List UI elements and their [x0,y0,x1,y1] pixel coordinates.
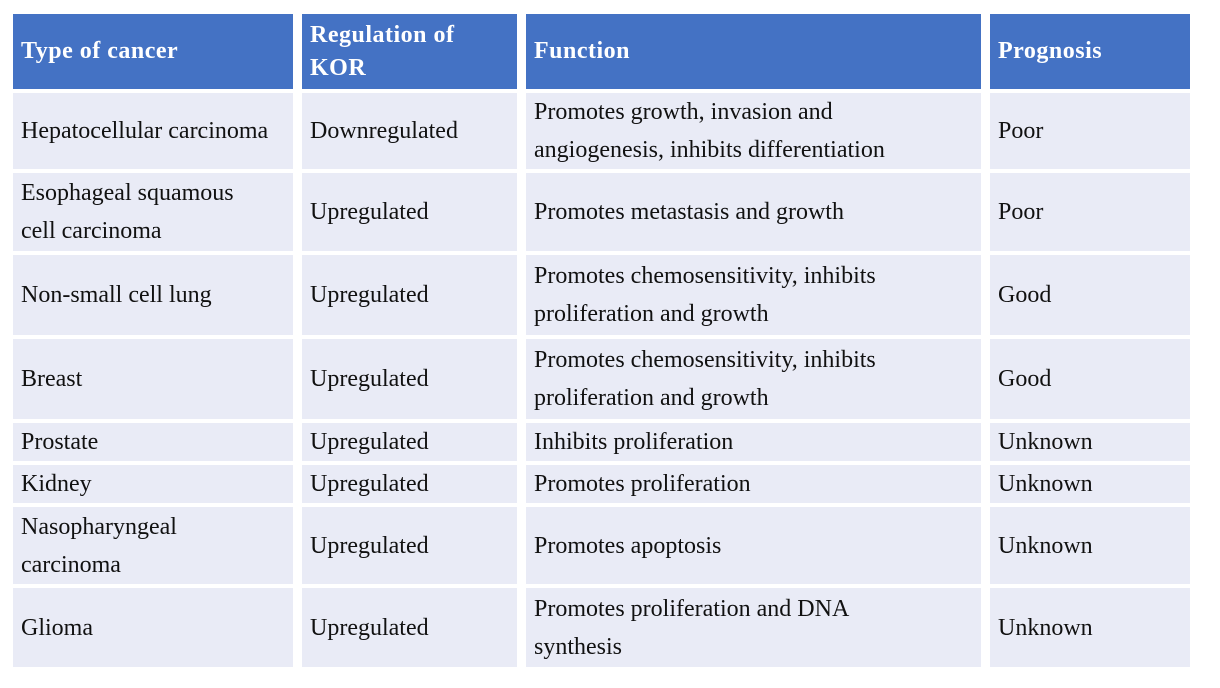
table-row: Breast Upregulated Promotes chemosensiti… [13,339,1190,419]
cell-regulation: Upregulated [302,255,517,335]
cell-regulation: Upregulated [302,588,517,667]
cell-regulation: Upregulated [302,173,517,251]
table-row: Nasopharyngeal carcinoma Upregulated Pro… [13,507,1190,584]
cell-cancer-type: Nasopharyngeal carcinoma [13,507,293,584]
kor-cancer-table: Type of cancer Regulation of KOR Functio… [4,10,1199,671]
table-row: Esophageal squamous cell carcinoma Upreg… [13,173,1190,251]
cell-regulation: Downregulated [302,93,517,169]
table-row: Glioma Upregulated Promotes proliferatio… [13,588,1190,667]
cell-prognosis: Unknown [990,507,1190,584]
table-row: Non-small cell lung Upregulated Promotes… [13,255,1190,335]
cell-cancer-type: Breast [13,339,293,419]
cell-function: Promotes apoptosis [526,507,981,584]
header-function: Function [526,14,981,89]
header-regulation-of-kor: Regulation of KOR [302,14,517,89]
cell-regulation: Upregulated [302,507,517,584]
table-header: Type of cancer Regulation of KOR Functio… [13,14,1190,89]
table-body: Hepatocellular carcinoma Downregulated P… [13,93,1190,667]
cell-function: Promotes chemosensitivity, inhibits prol… [526,339,981,419]
cell-regulation: Upregulated [302,423,517,461]
header-row: Type of cancer Regulation of KOR Functio… [13,14,1190,89]
cell-cancer-type: Hepatocellular carcinoma [13,93,293,169]
cell-function: Promotes chemosensitivity, inhibits prol… [526,255,981,335]
header-type-of-cancer: Type of cancer [13,14,293,89]
cell-prognosis: Good [990,255,1190,335]
cell-cancer-type: Esophageal squamous cell carcinoma [13,173,293,251]
cell-prognosis: Poor [990,173,1190,251]
cell-cancer-type: Glioma [13,588,293,667]
cell-regulation: Upregulated [302,465,517,503]
cell-cancer-type: Non-small cell lung [13,255,293,335]
table-row: Kidney Upregulated Promotes proliferatio… [13,465,1190,503]
cell-function: Promotes proliferation and DNA synthesis [526,588,981,667]
cell-prognosis: Unknown [990,423,1190,461]
cell-regulation: Upregulated [302,339,517,419]
cell-prognosis: Unknown [990,465,1190,503]
cell-cancer-type: Prostate [13,423,293,461]
cell-prognosis: Good [990,339,1190,419]
table-row: Hepatocellular carcinoma Downregulated P… [13,93,1190,169]
header-prognosis: Prognosis [990,14,1190,89]
cell-prognosis: Poor [990,93,1190,169]
cell-prognosis: Unknown [990,588,1190,667]
cell-function: Promotes growth, invasion and angiogenes… [526,93,981,169]
cell-cancer-type: Kidney [13,465,293,503]
cell-function: Promotes metastasis and growth [526,173,981,251]
table-row: Prostate Upregulated Inhibits proliferat… [13,423,1190,461]
cell-function: Promotes proliferation [526,465,981,503]
cell-function: Inhibits proliferation [526,423,981,461]
